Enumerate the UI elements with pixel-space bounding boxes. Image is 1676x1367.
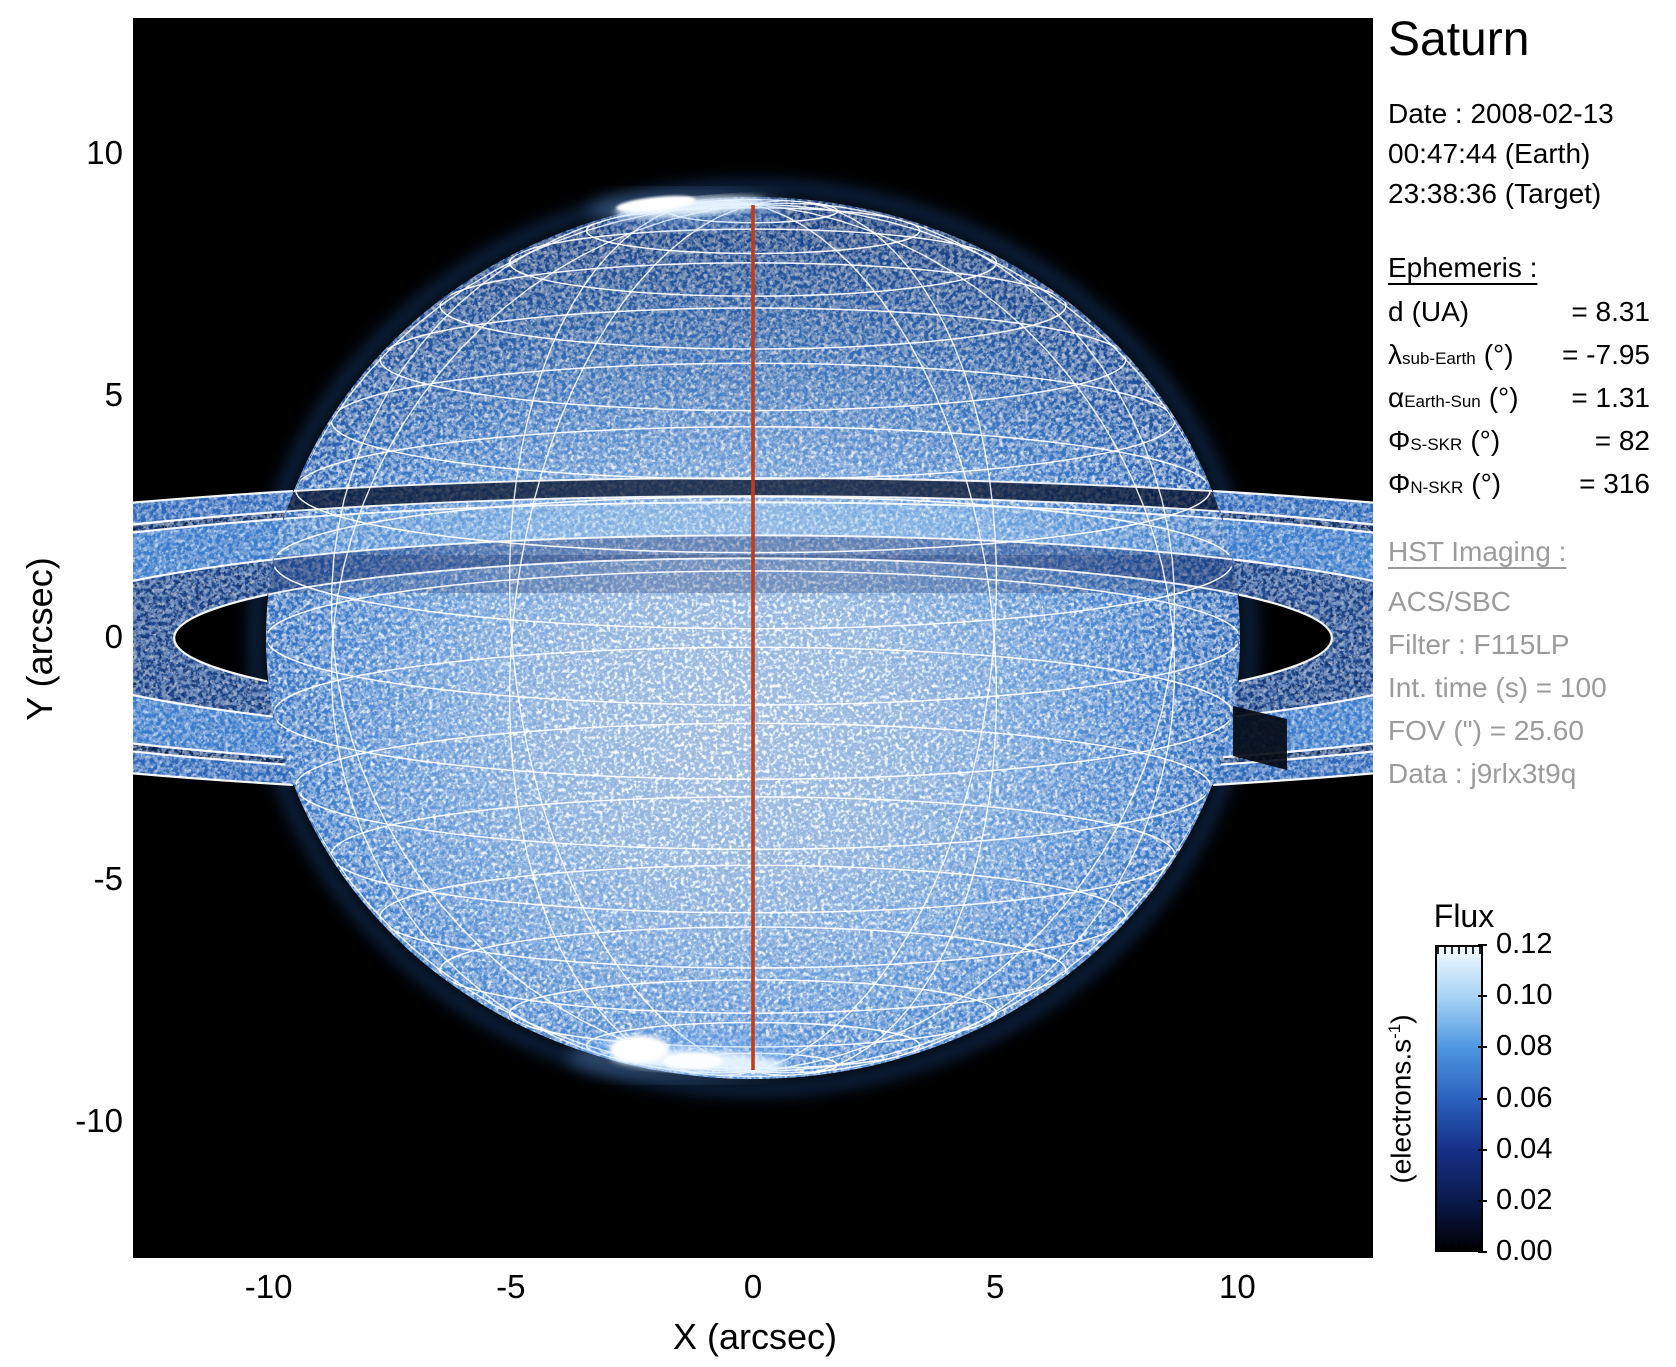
colorbar-tick-label: 0.02: [1496, 1183, 1553, 1216]
longitude-line: [752, 203, 997, 1077]
ephemeris-subscript: sub-Earth: [1402, 349, 1476, 368]
ephemeris-row: Φ S-SKR (°) = 82: [1388, 425, 1650, 468]
saturn-image-plot: [133, 18, 1373, 1258]
colorbar-unit-label: (electrons.s-1): [1385, 939, 1419, 1259]
longitude-line: [752, 203, 1175, 1074]
ephemeris-unit: (°): [1483, 339, 1514, 370]
hst-info-line: Filter : F115LP: [1388, 629, 1570, 660]
longitude-line: [268, 203, 754, 1073]
colorbar-tick-label: 0.06: [1496, 1081, 1553, 1114]
hst-imaging-info: ACS/SBC Filter : F115LP Int. time (s) = 10…: [1388, 580, 1607, 795]
colorbar-tick-label: 0.12: [1496, 928, 1553, 960]
ephemeris-unit: (°): [1488, 382, 1519, 413]
longitude-line: [331, 203, 754, 1074]
ephemeris-value: = 8.31: [1571, 296, 1650, 327]
hst-info-line: FOV (") = 25.60: [1388, 715, 1584, 746]
colorbar-tick-mark: [1478, 1046, 1487, 1049]
colorbar-tick-mark: [1478, 1148, 1487, 1151]
y-tick-label: -10: [75, 1102, 123, 1140]
ephemeris-subscript: Earth-Sun: [1404, 392, 1481, 411]
colorbar-title: Flux: [1433, 898, 1495, 934]
ephemeris-symbol: Φ: [1388, 468, 1411, 499]
unit-suffix: ): [1385, 1014, 1417, 1024]
ephemeris-value: = 1.31: [1571, 382, 1650, 413]
x-tick-label: 10: [1219, 1268, 1256, 1305]
earth-time: 00:47:44 (Earth): [1388, 138, 1591, 169]
y-tick-label: 0: [104, 618, 123, 655]
longitude-line: [752, 203, 1238, 1073]
ephemeris-table: d (UA) = 8.31 λ sub-Earth (°) = -7.95 α Earth-Su…: [1388, 296, 1650, 511]
ephemeris-row: λ sub-Earth (°) = -7.95: [1388, 339, 1650, 382]
ephemeris-symbol: α: [1388, 382, 1405, 413]
ephemeris-row: α Earth-Sun (°) = 1.31: [1388, 382, 1650, 425]
unit-prefix: (electrons.s: [1385, 1038, 1417, 1184]
ephemeris-unit: (°): [1470, 425, 1501, 456]
x-tick-label: -10: [244, 1268, 293, 1305]
planet-shadow-on-rings: [1233, 706, 1287, 770]
date-line: Date : 2008-02-13: [1388, 98, 1614, 129]
colorbar-minor-ticks-bottom: [1437, 1243, 1481, 1250]
ephemeris-unit: (UA): [1411, 296, 1470, 327]
ephemeris-value: = 316: [1579, 468, 1650, 499]
longitude-line: [509, 199, 754, 1073]
aurora-north: [588, 190, 788, 230]
colorbar-tick-label: 0.10: [1496, 979, 1553, 1012]
longitude-line: [752, 199, 997, 1073]
y-tick-label: 10: [86, 133, 123, 171]
colorbar-minor-ticks-top: [1437, 947, 1481, 954]
ephemeris-subscript: S-SKR: [1410, 435, 1463, 454]
x-tick-label: 0: [743, 1268, 763, 1305]
ephemeris-symbol: d: [1388, 296, 1404, 327]
hst-imaging-heading: HST Imaging :: [1388, 536, 1567, 567]
ephemeris-symbol: Φ: [1388, 425, 1411, 456]
x-tick-label: 5: [986, 1268, 1005, 1305]
ephemeris-subscript: N-SKR: [1410, 478, 1464, 497]
ephemeris-unit: (°): [1471, 468, 1502, 499]
flux-colorbar: [1435, 945, 1483, 1252]
ephemeris-row: Φ N-SKR (°) = 316: [1388, 468, 1650, 511]
colorbar-tick-label: 0.00: [1496, 1235, 1553, 1267]
x-axis-label: X (arcsec): [672, 1316, 838, 1357]
colorbar-tick-label: 0.08: [1496, 1030, 1553, 1063]
hst-info-line: Data : j9rlx3t9q: [1388, 758, 1577, 789]
longitude-line: [752, 202, 1175, 1073]
unit-exponent: -1: [1385, 1023, 1404, 1039]
page-title: Saturn: [1388, 13, 1530, 66]
target-time: 23:38:36 (Target): [1388, 178, 1602, 209]
ephemeris-value: = 82: [1594, 425, 1650, 456]
y-tick-label: -5: [93, 860, 123, 898]
colorbar-tick-mark: [1478, 944, 1487, 946]
colorbar-tick-mark: [1478, 1097, 1487, 1100]
hst-info-line: Int. time (s) = 100: [1388, 672, 1607, 703]
planet-limb-glow: [249, 180, 1257, 1096]
colorbar-tick-mark: [1478, 1199, 1487, 1202]
x-tick-label: -5: [496, 1268, 526, 1305]
hst-info-line: ACS/SBC: [1388, 586, 1511, 617]
y-tick-label: 5: [104, 375, 123, 413]
colorbar-tick-mark: [1478, 995, 1487, 998]
colorbar-tick-label: 0.04: [1496, 1132, 1553, 1165]
longitude-line: [331, 202, 754, 1073]
aurora-south: [568, 1032, 798, 1080]
colorbar-tick-mark: [1478, 1251, 1487, 1253]
ephemeris-value: = -7.95: [1562, 339, 1650, 370]
ephemeris-row: d (UA) = 8.31: [1388, 296, 1650, 339]
ephemeris-symbol: λ: [1388, 339, 1402, 370]
saturn-uv-image: [133, 18, 1373, 1258]
observation-date: Date : 2008-02-13 00:47:44 (Earth) 23:38…: [1388, 94, 1614, 214]
ephemeris-heading: Ephemeris :: [1388, 252, 1538, 283]
